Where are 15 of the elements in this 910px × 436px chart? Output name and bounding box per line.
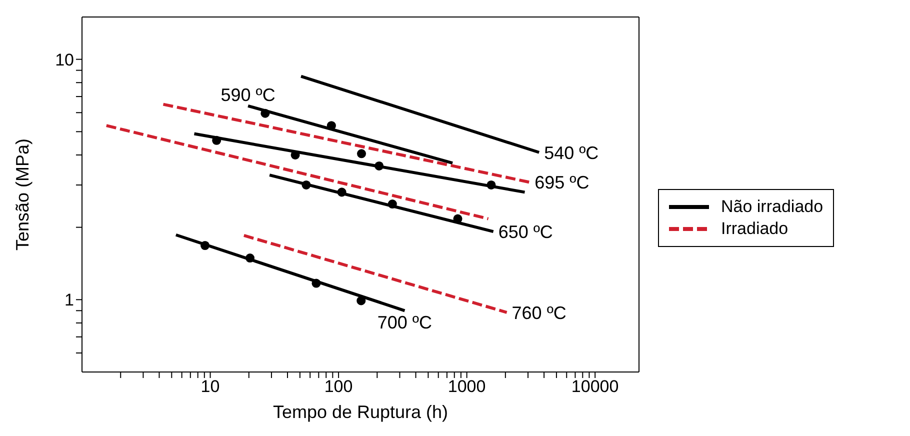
annotation: 700 ºC bbox=[377, 312, 432, 332]
x-axis-title: Tempo de Ruptura (h) bbox=[272, 402, 448, 422]
legend-label: Não irradiado bbox=[721, 196, 824, 218]
annotation: 695 ºC bbox=[534, 172, 590, 193]
annotation: 760 ºC bbox=[512, 302, 566, 323]
annotation: 540 ºC bbox=[544, 142, 599, 163]
x-tick-label: 10000 bbox=[571, 377, 619, 396]
y-tick-label: 1 bbox=[64, 290, 74, 310]
annotation: 590 ºC bbox=[220, 84, 276, 105]
y-axis-title: Tensão (MPa) bbox=[12, 138, 32, 251]
annotation: 650 ºC bbox=[498, 222, 553, 242]
x-tick-label: 10 bbox=[200, 377, 220, 396]
legend-label: Irradiado bbox=[721, 218, 788, 240]
x-tick-label: 100 bbox=[324, 377, 353, 396]
x-tick-label: 1000 bbox=[448, 377, 486, 396]
